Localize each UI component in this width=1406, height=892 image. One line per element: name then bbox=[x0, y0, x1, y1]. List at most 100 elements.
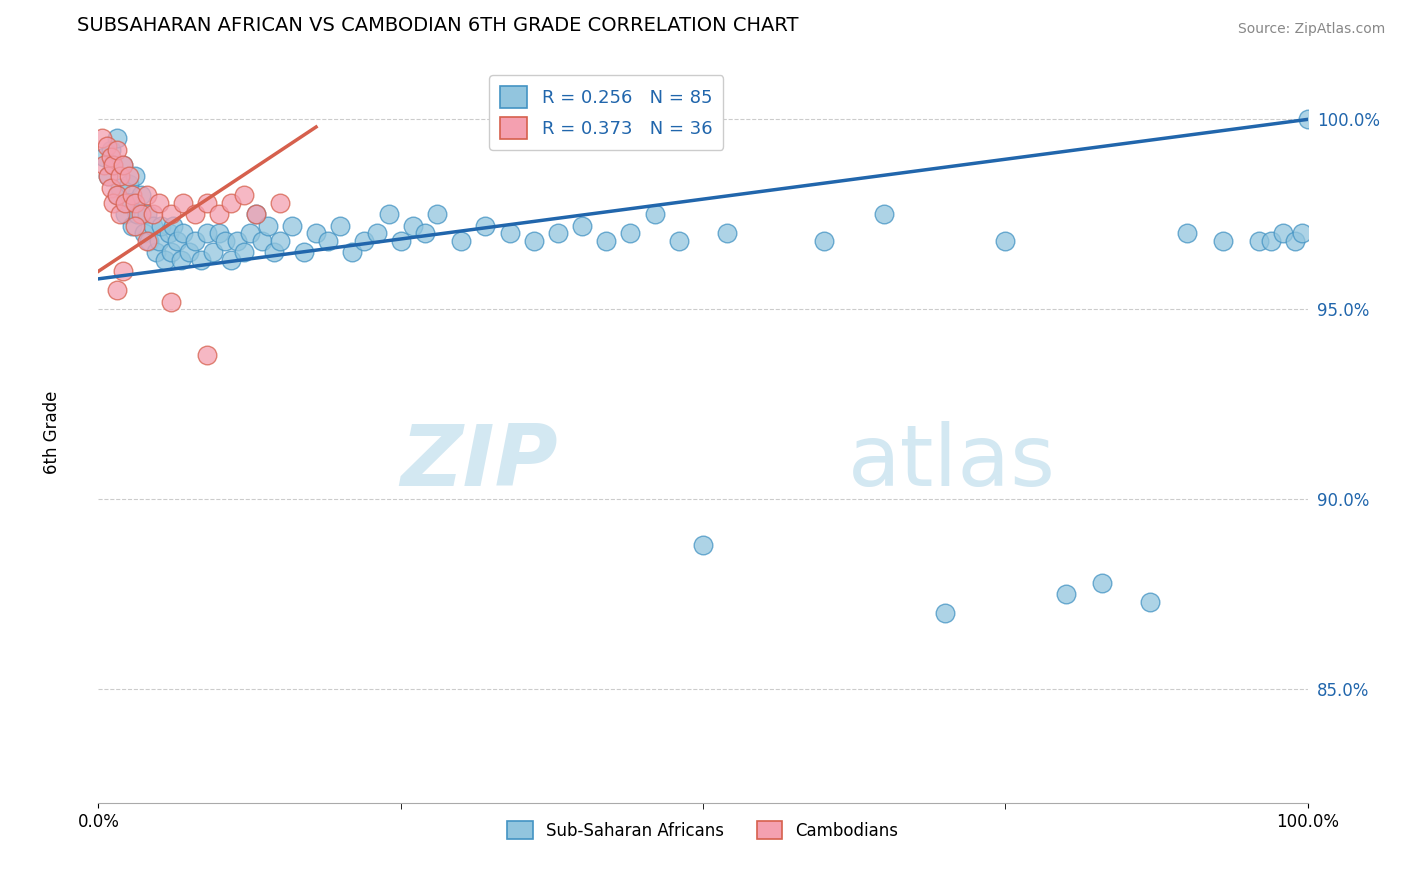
Point bbox=[135, 207, 157, 221]
Point bbox=[118, 195, 141, 210]
Point bbox=[179, 245, 201, 260]
Point bbox=[105, 188, 128, 202]
Point bbox=[121, 188, 143, 202]
Text: atlas: atlas bbox=[848, 421, 1056, 504]
Point bbox=[135, 188, 157, 202]
Point bbox=[148, 195, 170, 210]
Point bbox=[1139, 594, 1161, 608]
Point bbox=[281, 219, 304, 233]
Point bbox=[190, 252, 212, 267]
Point bbox=[232, 188, 254, 202]
Point bbox=[619, 227, 641, 241]
Point bbox=[269, 234, 291, 248]
Text: Source: ZipAtlas.com: Source: ZipAtlas.com bbox=[1237, 22, 1385, 37]
Point bbox=[100, 180, 122, 194]
Point bbox=[316, 234, 339, 248]
Point bbox=[256, 219, 278, 233]
Point bbox=[221, 252, 243, 267]
Point bbox=[202, 245, 225, 260]
Point bbox=[124, 219, 146, 233]
Point bbox=[208, 207, 231, 221]
Point bbox=[1091, 575, 1114, 590]
Text: 6th Grade: 6th Grade bbox=[44, 391, 62, 475]
Point bbox=[172, 227, 194, 241]
Point bbox=[1296, 112, 1319, 127]
Point bbox=[474, 219, 496, 233]
Point bbox=[221, 195, 243, 210]
Point bbox=[1249, 234, 1271, 248]
Point bbox=[114, 195, 136, 210]
Point bbox=[1175, 227, 1198, 241]
Point bbox=[150, 219, 173, 233]
Point bbox=[93, 150, 115, 164]
Point bbox=[195, 348, 218, 362]
Point bbox=[1054, 587, 1077, 601]
Point bbox=[716, 227, 738, 241]
Point bbox=[118, 177, 141, 191]
Point bbox=[105, 143, 128, 157]
Point bbox=[644, 207, 666, 221]
Point bbox=[124, 169, 146, 184]
Point bbox=[105, 283, 128, 297]
Point bbox=[101, 158, 124, 172]
Point bbox=[1272, 227, 1295, 241]
Point bbox=[353, 234, 375, 248]
Point bbox=[232, 245, 254, 260]
Point bbox=[195, 227, 218, 241]
Point bbox=[413, 227, 436, 241]
Point bbox=[668, 234, 690, 248]
Point bbox=[135, 234, 157, 248]
Point bbox=[1212, 234, 1234, 248]
Point bbox=[162, 219, 184, 233]
Point bbox=[169, 252, 191, 267]
Point bbox=[105, 188, 128, 202]
Point bbox=[96, 139, 118, 153]
Point bbox=[127, 207, 149, 221]
Point bbox=[184, 207, 207, 221]
Point bbox=[160, 294, 183, 309]
Point bbox=[692, 538, 714, 552]
Point bbox=[97, 169, 120, 184]
Point bbox=[114, 207, 136, 221]
Point bbox=[100, 143, 122, 157]
Point bbox=[1291, 227, 1313, 241]
Point bbox=[389, 234, 412, 248]
Point bbox=[250, 234, 273, 248]
Point bbox=[138, 234, 160, 248]
Point bbox=[160, 207, 183, 221]
Point bbox=[172, 195, 194, 210]
Point bbox=[129, 207, 152, 221]
Point bbox=[148, 234, 170, 248]
Point bbox=[547, 227, 569, 241]
Point bbox=[239, 227, 262, 241]
Point bbox=[118, 169, 141, 184]
Point bbox=[1284, 234, 1306, 248]
Point bbox=[134, 227, 156, 241]
Point bbox=[208, 227, 231, 241]
Point bbox=[263, 245, 285, 260]
Point bbox=[142, 219, 165, 233]
Point bbox=[245, 207, 267, 221]
Text: SUBSAHARAN AFRICAN VS CAMBODIAN 6TH GRADE CORRELATION CHART: SUBSAHARAN AFRICAN VS CAMBODIAN 6TH GRAD… bbox=[77, 16, 799, 35]
Point bbox=[329, 219, 352, 233]
Point bbox=[166, 234, 188, 248]
Point bbox=[292, 245, 315, 260]
Point bbox=[402, 219, 425, 233]
Point bbox=[97, 169, 120, 184]
Point bbox=[145, 245, 167, 260]
Point bbox=[105, 131, 128, 145]
Point bbox=[305, 227, 328, 241]
Point bbox=[121, 219, 143, 233]
Point bbox=[426, 207, 449, 221]
Point bbox=[108, 207, 131, 221]
Point bbox=[184, 234, 207, 248]
Point bbox=[994, 234, 1017, 248]
Point bbox=[91, 131, 114, 145]
Point bbox=[377, 207, 399, 221]
Point bbox=[124, 195, 146, 210]
Point bbox=[153, 252, 176, 267]
Point bbox=[160, 245, 183, 260]
Point bbox=[101, 158, 124, 172]
Point bbox=[813, 234, 835, 248]
Point bbox=[269, 195, 291, 210]
